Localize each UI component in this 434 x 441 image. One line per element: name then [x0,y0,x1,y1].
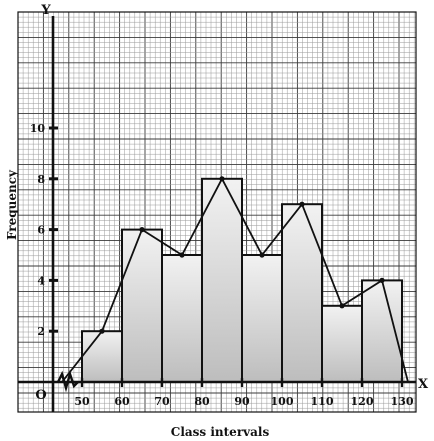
y-tick-label: 10 [30,122,46,135]
y-tick-label: 2 [37,325,45,338]
x-tick-label: 130 [391,395,414,408]
x-tick-label: 110 [311,395,334,408]
polygon-point [379,277,385,283]
x-tick-label: 70 [154,395,170,408]
polygon-point [299,201,305,207]
x-axis-letter: X [418,377,429,392]
x-tick-label: 80 [194,395,210,408]
histogram-bar [281,203,323,383]
polygon-point [339,303,345,309]
polygon-point [219,176,225,182]
polygon-point [179,252,185,258]
x-tick-label: 120 [351,395,374,408]
x-tick-label: 50 [74,395,90,408]
histogram-bar [241,254,283,383]
x-tick-label: 100 [271,395,294,408]
labels: Y X O Class intervals Frequency 2 4 6 8 10 50… [5,3,429,439]
x-axis-title: Class intervals [171,425,270,439]
histogram-bar [81,330,123,384]
histogram-bar [161,254,203,383]
axes [18,16,416,412]
y-tick-label: 6 [37,224,45,237]
y-axis-letter: Y [40,3,51,18]
polygon-point [259,252,265,258]
y-tick-label: 4 [37,274,45,287]
polygon-point [139,227,145,233]
histogram-bar [321,304,363,383]
x-tick-label: 90 [234,395,250,408]
histogram-bar [121,228,163,383]
polygon-line [61,177,409,383]
origin-label: O [35,388,46,403]
y-axis-title: Frequency [5,169,19,240]
grid-border [17,11,417,413]
axis-break-zigzag [56,369,79,393]
y-tick-label: 8 [37,173,45,186]
polygon-point [99,328,105,334]
histogram-bar [361,279,403,383]
histogram-bars [81,177,403,384]
histogram-bar [201,177,243,383]
frequency-polygon [61,176,409,383]
x-tick-label: 60 [114,395,130,408]
